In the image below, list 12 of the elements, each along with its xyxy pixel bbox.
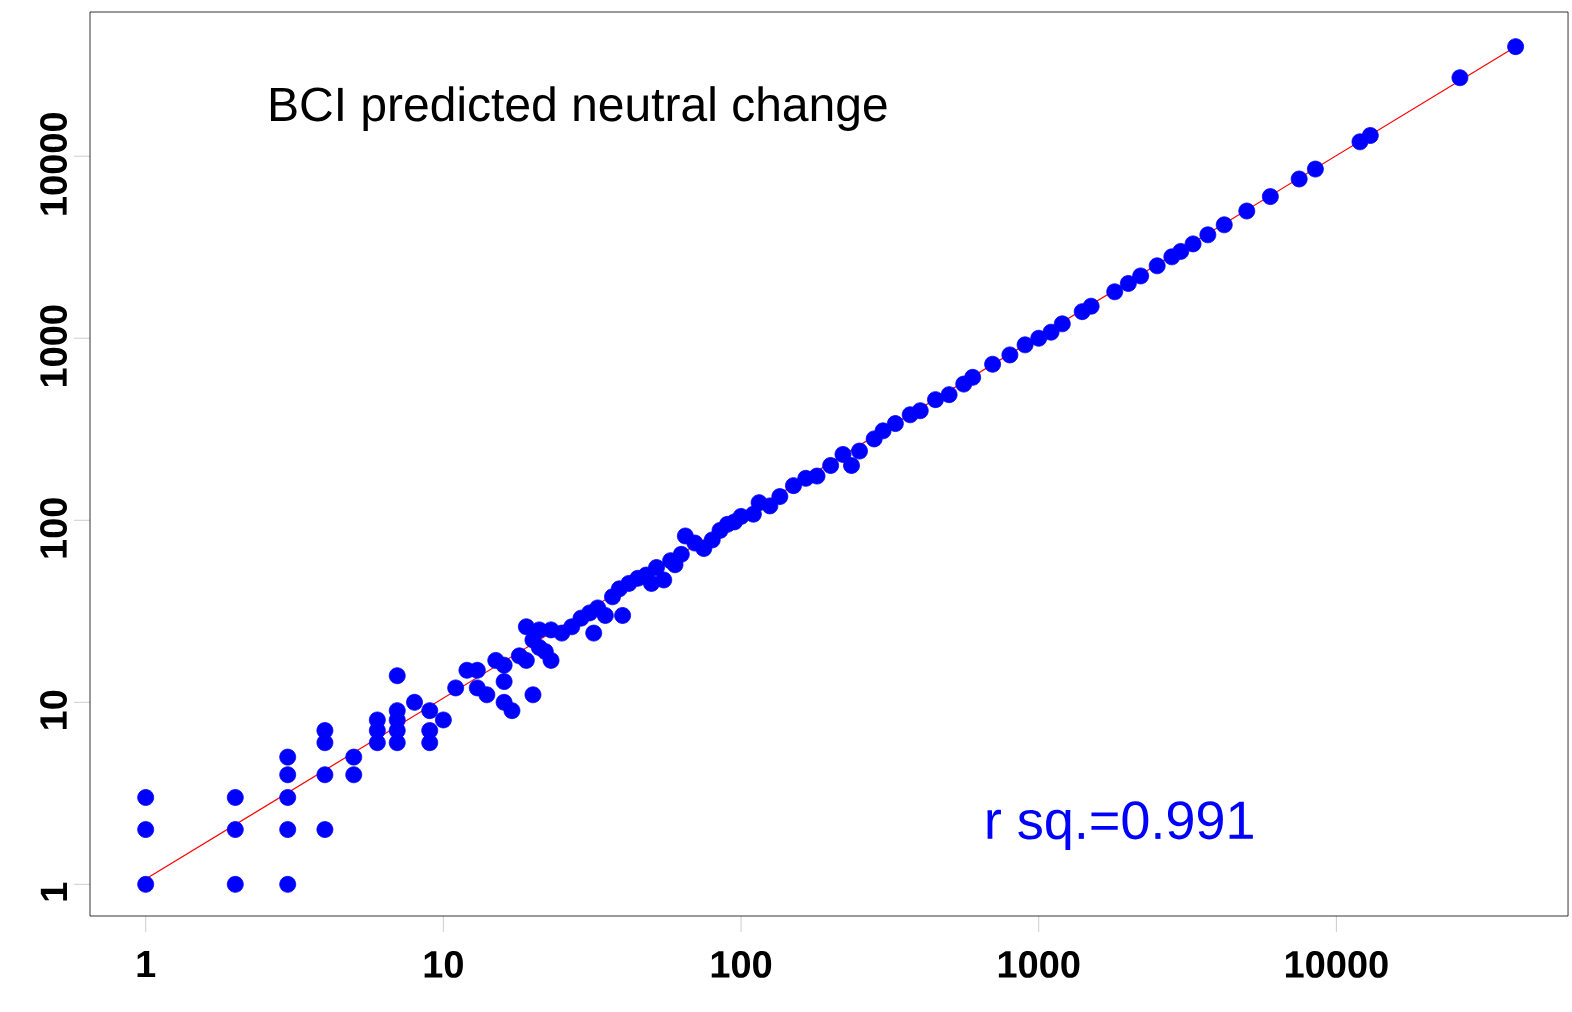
x-tick-label: 10000 (1285, 950, 1388, 978)
y-tick-label: 100 (40, 498, 67, 558)
y-tick-label: 1 (40, 882, 67, 901)
annotation: r sq.=0.991 (987, 801, 1253, 851)
y-tick-label: 10 (40, 690, 67, 730)
x-tick-label: 1 (137, 950, 156, 978)
x-tick-label: 1000 (998, 950, 1080, 978)
y-tick-label: 10000 (40, 112, 67, 215)
x-tick-label: 10 (424, 950, 463, 978)
x-tick-label: 100 (711, 950, 772, 978)
y-tick-label: 1000 (40, 305, 67, 387)
text: BCI predicted neutral change (270, 86, 887, 131)
